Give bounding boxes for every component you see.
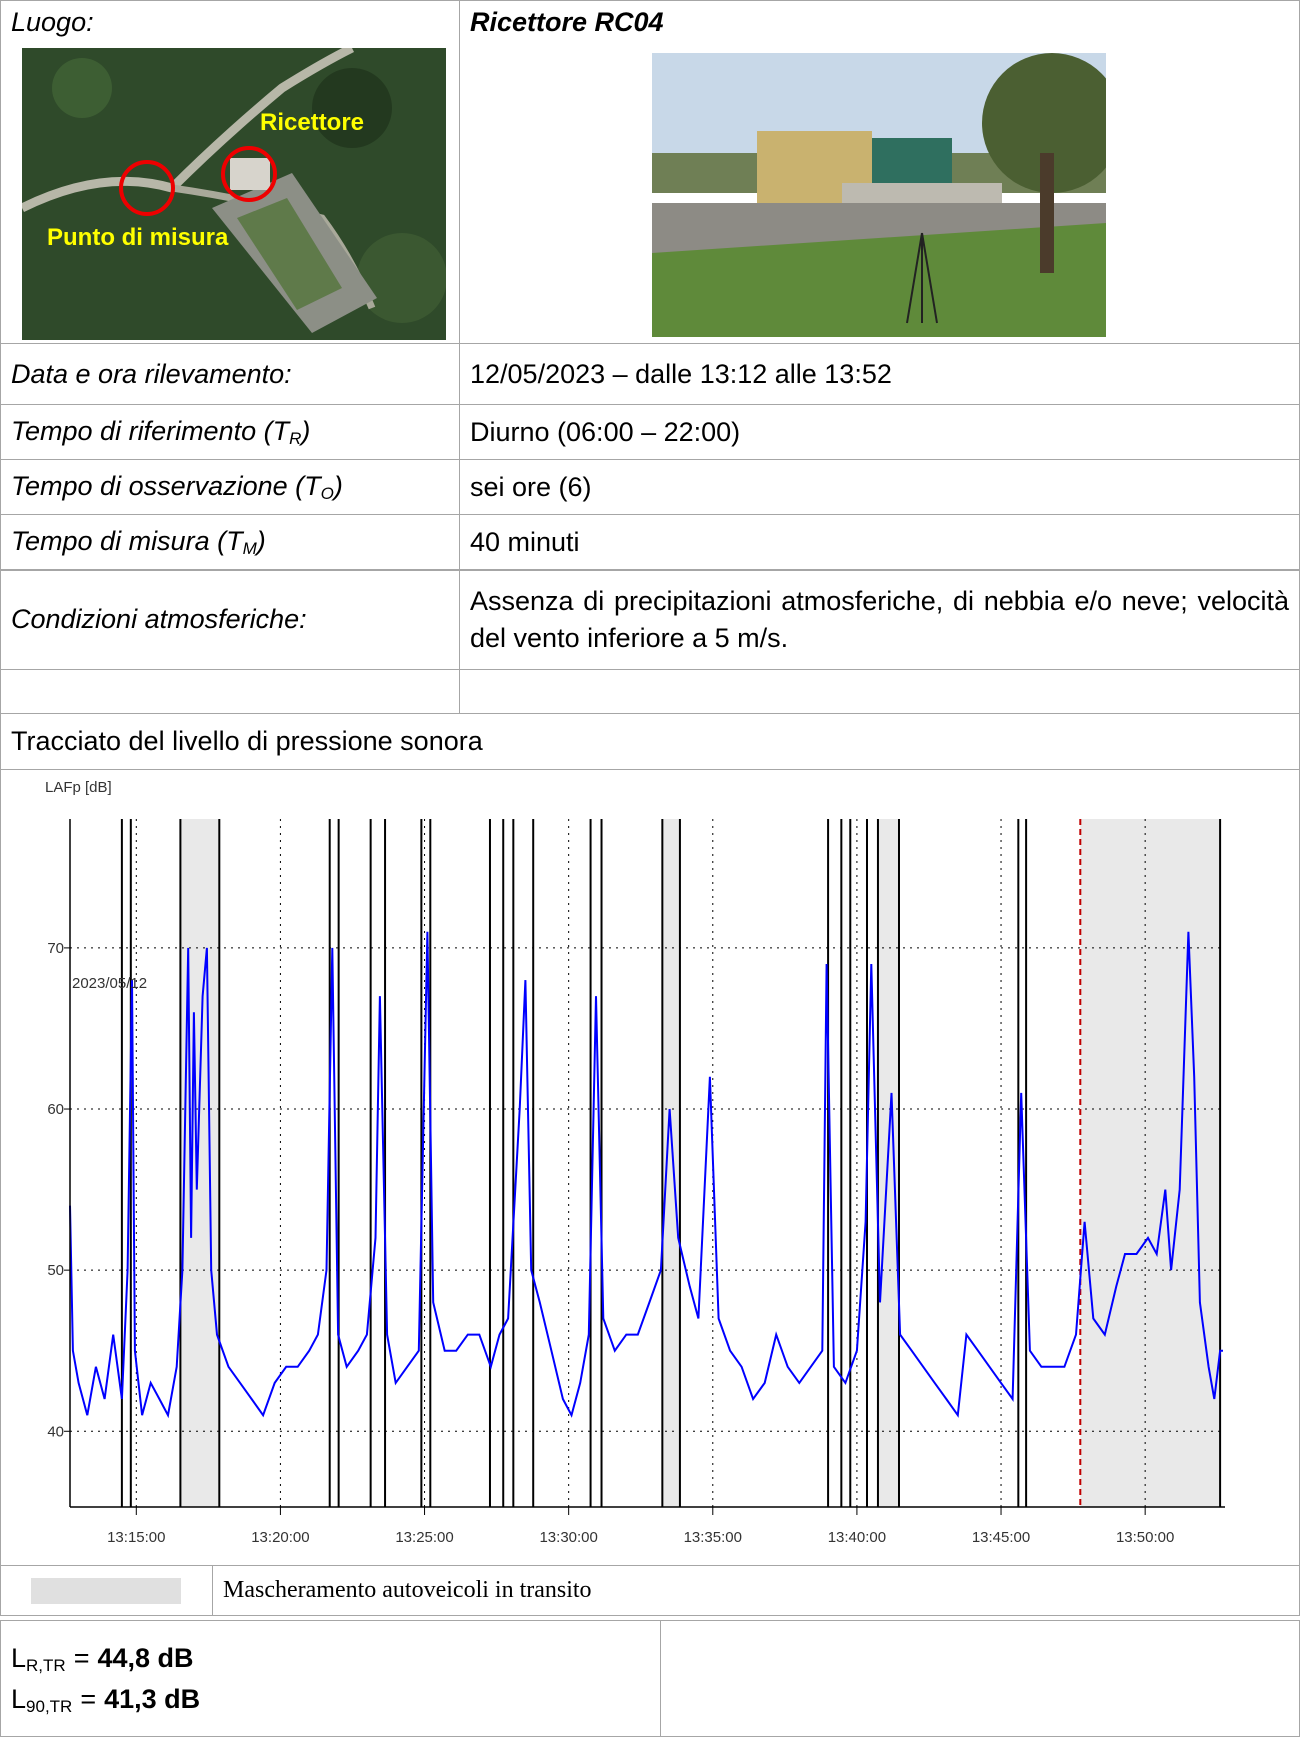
site-photo xyxy=(652,53,1106,337)
empty-cell xyxy=(459,669,1300,714)
x-tick-label: 13:15:00 xyxy=(107,1529,165,1546)
row-value: 12/05/2023 – dalle 13:12 alle 13:52 xyxy=(470,356,892,392)
label-text: ) xyxy=(334,471,343,501)
receiver-title: Ricettore RC04 xyxy=(470,7,664,38)
result-subscript: 90,TR xyxy=(26,1697,72,1716)
x-tick-label: 13:30:00 xyxy=(539,1529,597,1546)
value-cell: Assenza di precipitazioni atmosferiche, … xyxy=(459,569,1300,670)
y-tick-label: 60 xyxy=(47,1101,64,1118)
building xyxy=(230,158,270,190)
label-cell: Tempo di riferimento (TR) xyxy=(0,404,460,460)
empty-cell xyxy=(660,1620,1300,1737)
tree-cluster xyxy=(357,233,446,323)
empty-cell xyxy=(0,669,460,714)
page: Luogo: Ricettore Punto di misura Ricetto… xyxy=(0,0,1300,1737)
row-value: Diurno (06:00 – 22:00) xyxy=(470,414,740,450)
label-text: Condizioni atmosferiche: xyxy=(11,604,307,634)
row-label: Data e ora rilevamento: xyxy=(11,359,292,390)
label-text: ) xyxy=(301,416,310,446)
value-cell: sei ore (6) xyxy=(459,459,1300,515)
row-value: Assenza di precipitazioni atmosferiche, … xyxy=(470,583,1289,656)
x-tick-label: 13:45:00 xyxy=(972,1529,1030,1546)
legend-label: Mascheramento autoveicoli in transito xyxy=(223,1577,592,1604)
trunk xyxy=(1040,153,1054,273)
row-label: Tempo di osservazione (TO) xyxy=(11,471,343,504)
legend-swatch-cell xyxy=(0,1565,213,1616)
label-cell: Tempo di osservazione (TO) xyxy=(0,459,460,515)
label-text: Data e ora rilevamento: xyxy=(11,359,292,389)
map-label: Ricettore xyxy=(260,109,364,136)
label-cell: Condizioni atmosferiche: xyxy=(0,569,460,670)
value-cell: 40 minuti xyxy=(459,514,1300,571)
row-label: Tempo di riferimento (TR) xyxy=(11,416,310,449)
label-subscript: R xyxy=(289,429,301,448)
y-tick-label: 40 xyxy=(47,1423,64,1440)
mask-band xyxy=(662,819,680,1507)
map-label: Punto di misura xyxy=(47,224,229,251)
result-value: 41,3 dB xyxy=(104,1684,200,1714)
x-tick-label: 13:25:00 xyxy=(395,1529,453,1546)
label-text: ) xyxy=(257,526,266,556)
result-symbol: L xyxy=(11,1643,26,1673)
result-equals: = xyxy=(74,1643,90,1673)
label-cell: Tempo di misura (TM) xyxy=(0,514,460,571)
chart: LAFp [dB] 40 50 60 70 13:15:00 13:20:00 13:25:0… xyxy=(1,770,1299,1565)
row-value: 40 minuti xyxy=(470,524,580,560)
label-text: Tempo di osservazione (T xyxy=(11,471,321,501)
map-image: Ricettore Punto di misura xyxy=(22,48,446,340)
result-symbol: L xyxy=(11,1684,26,1714)
result-subscript: R,TR xyxy=(26,1656,66,1675)
chart-cell: LAFp [dB] 40 50 60 70 13:15:00 13:20:00 13:25:0… xyxy=(0,769,1300,1566)
level-trace xyxy=(70,932,1223,1415)
value-cell: Diurno (06:00 – 22:00) xyxy=(459,404,1300,460)
label-text: Tempo di riferimento (T xyxy=(11,416,289,446)
result-line: L90,TR = 41,3 dB xyxy=(11,1679,200,1720)
tree-cluster xyxy=(52,58,112,118)
row-label: Condizioni atmosferiche: xyxy=(11,604,307,635)
row-value: sei ore (6) xyxy=(470,469,592,505)
mask-band xyxy=(180,819,219,1507)
legend-cell: Mascheramento autoveicoli in transito xyxy=(212,1565,1300,1616)
mask-band xyxy=(1080,819,1220,1507)
x-tick-label: 13:35:00 xyxy=(684,1529,742,1546)
label-subscript: M xyxy=(243,539,257,558)
chart-title-cell: Tracciato del livello di pressione sonor… xyxy=(0,713,1300,770)
place-label: Luogo: xyxy=(11,7,94,38)
chart-title: Tracciato del livello di pressione sonor… xyxy=(11,726,483,757)
label-cell: Data e ora rilevamento: xyxy=(0,343,460,405)
value-cell: 12/05/2023 – dalle 13:12 alle 13:52 xyxy=(459,343,1300,405)
result-line: LR,TR =44,8 dB xyxy=(11,1638,194,1679)
x-tick-label: 13:40:00 xyxy=(828,1529,886,1546)
tree-cluster xyxy=(312,68,392,148)
date-annotation: 2023/05/12 xyxy=(72,975,147,992)
legend-swatch xyxy=(31,1578,181,1604)
label-text: Tempo di misura (T xyxy=(11,526,243,556)
y-axis-label: LAFp [dB] xyxy=(45,779,112,796)
result-equals: = xyxy=(80,1684,96,1714)
result-value: 44,8 dB xyxy=(97,1643,193,1673)
row-label: Tempo di misura (TM) xyxy=(11,526,266,559)
y-tick-label: 70 xyxy=(47,940,64,957)
x-tick-label: 13:50:00 xyxy=(1116,1529,1174,1546)
label-subscript: O xyxy=(321,484,334,503)
x-tick-label: 13:20:00 xyxy=(251,1529,309,1546)
y-tick-label: 50 xyxy=(47,1262,64,1279)
